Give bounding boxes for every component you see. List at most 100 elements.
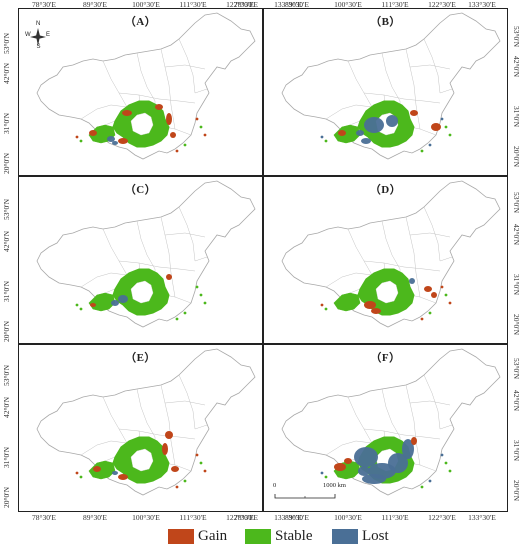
province-border [136,52,156,102]
scattered-patch [444,293,448,297]
province-border [347,228,373,276]
gain-area [166,113,172,125]
gain-area [118,138,128,144]
lon-tick-bottom-right: 89°30'E [285,513,309,522]
lost-area [362,474,386,484]
lat-tick-left: 31°0'N [2,446,11,468]
lat-tick-right: 42°0'N [512,224,521,246]
lost-area [402,439,414,459]
scattered-patch [79,307,83,311]
province-border [160,48,172,106]
province-border [363,428,441,440]
legend-label-stable: Stable [275,528,313,544]
scattered-patch [320,303,324,307]
country-outline [36,12,256,160]
scale-start: 0 [273,482,277,489]
gain-area [89,130,97,136]
province-border [194,424,208,430]
scattered-patch [440,117,444,121]
scale-end: 1000 km [323,482,346,489]
lat-tick-left: 42°0'N [2,396,11,418]
province-border [405,384,417,442]
scattered-patch [420,149,424,153]
province-border [194,256,208,262]
gain-area [431,123,441,131]
lost-area [364,117,384,133]
lat-tick-right: 20°0'N [512,146,521,168]
lon-tick-top: 133°30'E [274,0,302,9]
province-border [381,52,401,102]
lon-tick-bottom: 133°30'E [274,513,302,522]
lon-tick-bottom: 89°30'E [83,513,107,522]
gain-area [334,463,346,471]
province-border [415,104,421,130]
scattered-patch [448,133,452,137]
lost-area [112,471,118,475]
scattered-patch [420,317,424,321]
scattered-patch [444,125,448,129]
province-border [118,92,196,104]
gain-area [170,132,176,138]
scattered-patch [320,471,324,475]
lat-tick-right: 20°0'N [512,480,521,502]
province-border [363,260,441,272]
province-border [80,104,128,120]
province-border [80,440,128,456]
lat-tick-right: 42°0'N [512,56,521,78]
legend-swatch-gain [168,529,194,544]
province-border [415,272,421,298]
lon-tick-top-right: 133°30'E [468,0,496,9]
scattered-patch [183,311,187,315]
china-map [36,348,256,496]
scattered-patch [75,135,79,139]
lat-tick-left: 42°0'N [2,230,11,252]
province-border [439,424,453,430]
gain-area [410,110,418,116]
china-map [36,180,256,328]
legend: Gain Stable Lost [0,526,526,548]
scattered-patch [448,301,452,305]
scattered-patch [175,485,179,489]
legend-label-gain: Gain [198,528,228,544]
province-border [439,88,453,94]
lat-tick-left: 53°0'N [2,198,11,220]
gain-area [165,431,173,439]
province-border [164,400,206,406]
country-outline [281,180,501,328]
basin-gap [130,280,154,304]
panel-label: （C） [124,184,157,196]
basin-gap [375,280,399,304]
scale-bar: 0 1000 km [270,482,350,504]
lon-tick-top: 100°30'E [132,0,160,9]
scattered-patch [428,311,432,315]
country-outline [36,180,256,328]
gain-area [338,130,346,136]
province-border [347,396,373,444]
province-border [381,388,401,438]
province-border [118,428,196,440]
province-border [415,440,421,466]
lost-area [388,453,408,473]
gain-area [371,308,381,314]
lat-tick-right: 31°0'N [512,274,521,296]
lost-area [354,447,378,467]
china-map [36,12,256,160]
lost-area [107,136,115,142]
legend-swatch-lost [332,529,358,544]
lon-tick-top: 78°30'E [32,0,56,9]
lat-tick-left: 20°0'N [2,486,11,508]
panel-label: （D） [369,184,402,196]
scattered-patch [324,139,328,143]
scattered-patch [324,307,328,311]
lat-tick-right: 53°0'N [512,358,521,380]
map-panel-a: （A） [18,8,263,176]
map-panel-d: （D） [263,176,508,344]
gain-area [431,292,437,298]
lost-area [386,115,398,127]
gain-area [411,437,417,445]
lat-tick-right: 53°0'N [512,192,521,214]
gain-area [171,466,179,472]
scattered-patch [428,143,432,147]
scattered-patch [175,317,179,321]
